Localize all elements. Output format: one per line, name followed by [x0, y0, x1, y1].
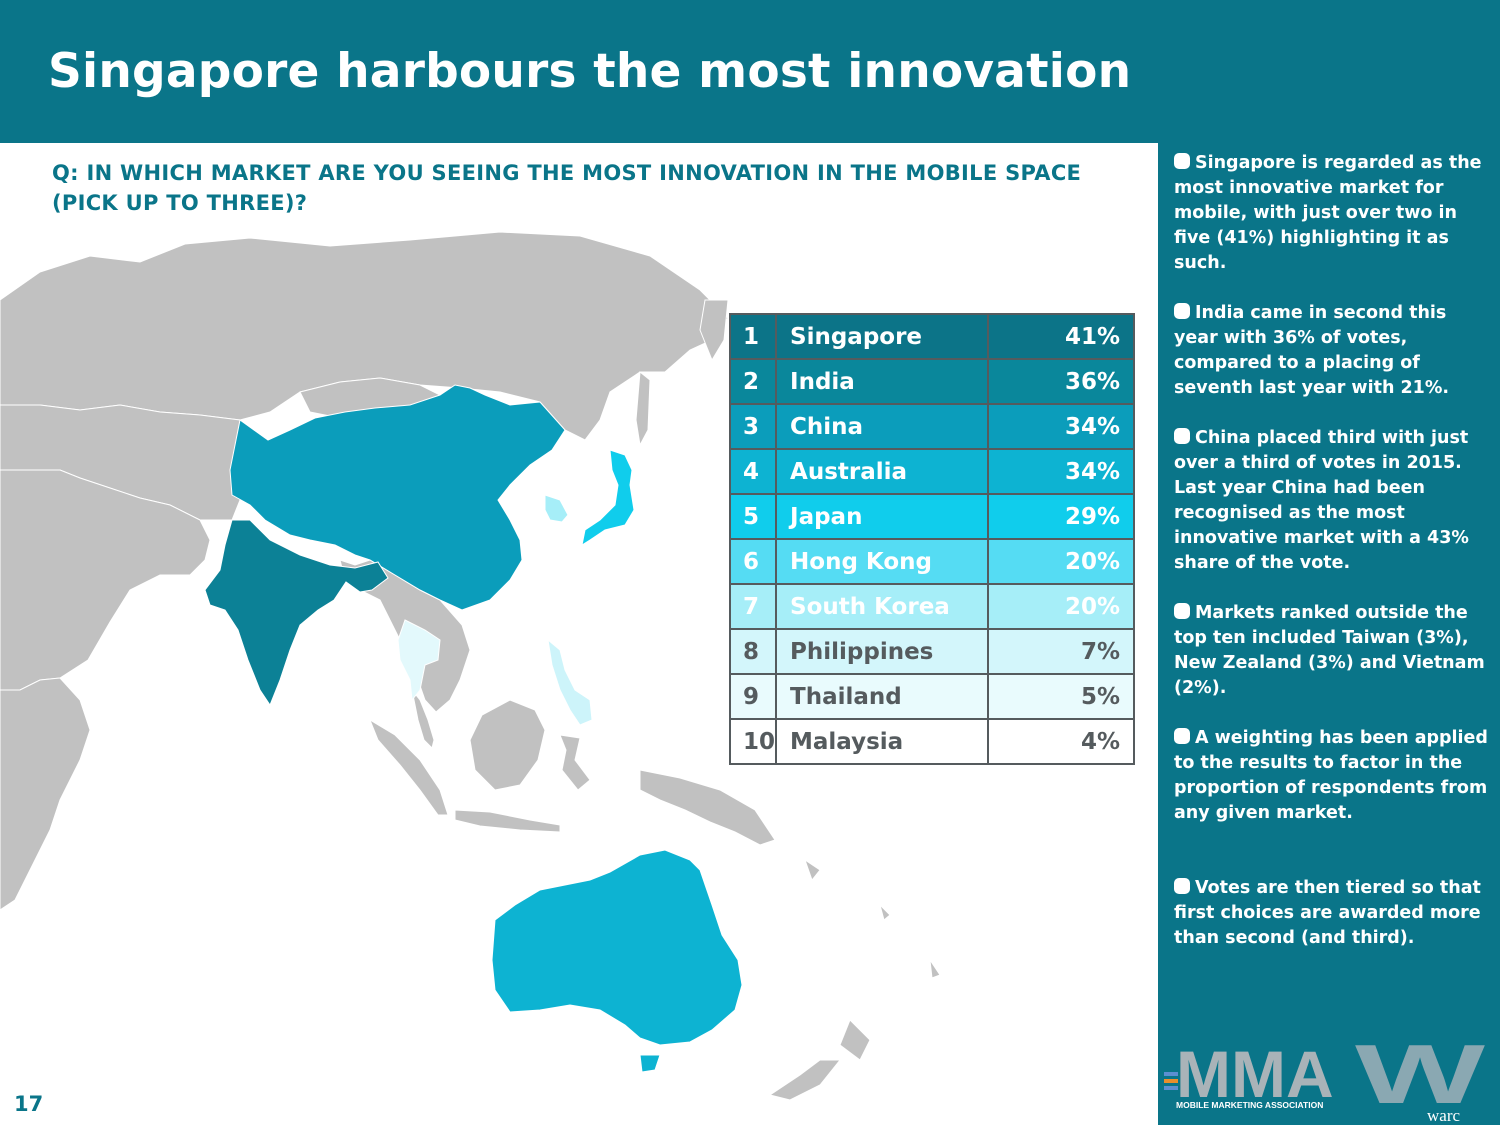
new-guinea-landmass: [639, 769, 776, 846]
india-landmass: [204, 519, 389, 707]
mma-stripe: [1164, 1079, 1178, 1083]
philippines-landmass: [547, 638, 593, 726]
mma-tagline: MOBILE MARKETING ASSOCIATION: [1176, 1100, 1323, 1110]
rank-cell: 7: [728, 583, 778, 630]
mma-stripe: [1164, 1072, 1178, 1076]
share-cell: 4%: [987, 718, 1135, 765]
share-cell: 29%: [987, 493, 1135, 540]
java-landmass: [454, 809, 561, 833]
share-cell: 41%: [987, 313, 1135, 360]
survey-question: Q: IN WHICH MARKET ARE YOU SEEING THE MO…: [52, 161, 1082, 215]
borneo-landmass: [469, 699, 546, 791]
commentary-panel: Singapore is regarded as the most innova…: [1158, 143, 1500, 1125]
share-cell: 5%: [987, 673, 1135, 720]
japan-landmass: [581, 449, 635, 547]
bullet-6: Votes are then tiered so that first choi…: [1174, 876, 1492, 951]
market-cell: Malaysia: [775, 718, 990, 765]
share-cell: 36%: [987, 358, 1135, 405]
share-cell: 20%: [987, 583, 1135, 630]
warc-logo: W warc: [1355, 1045, 1486, 1125]
rank-cell: 10: [728, 718, 778, 765]
title-banner: Singapore harbours the most innovation: [0, 0, 1500, 143]
share-cell: 20%: [987, 538, 1135, 585]
rank-cell: 6: [728, 538, 778, 585]
market-cell: Singapore: [775, 313, 990, 360]
ranking-row: 10 Malaysia 4%: [728, 718, 1135, 765]
ranking-row: 7 South Korea 20%: [728, 583, 1135, 630]
bullet-dot-icon: [1174, 878, 1190, 894]
page-title: Singapore harbours the most innovation: [48, 44, 1132, 99]
ranking-row: 3 China 34%: [728, 403, 1135, 450]
rank-cell: 2: [728, 358, 778, 405]
kamchatka-landmass: [699, 299, 729, 362]
warc-wordmark: warc: [1427, 1106, 1460, 1125]
bullet-text: Singapore is regarded as the most innova…: [1174, 153, 1482, 273]
page-number: 17: [14, 1092, 44, 1116]
rank-cell: 1: [728, 313, 778, 360]
rank-cell: 4: [728, 448, 778, 495]
mma-wordmark: MMA: [1176, 1042, 1334, 1111]
share-cell: 34%: [987, 403, 1135, 450]
sulawesi-landmass: [559, 734, 591, 791]
ranking-row: 9 Thailand 5%: [728, 673, 1135, 720]
bullet-text: China placed third with just over a thir…: [1174, 428, 1469, 573]
south-korea-landmass: [544, 494, 569, 523]
asia-pacific-map: [0, 231, 941, 1101]
bullet-2: India came in second this year with 36% …: [1174, 301, 1492, 401]
market-cell: India: [775, 358, 990, 405]
bullet-dot-icon: [1174, 428, 1190, 444]
bullet-dot-icon: [1174, 153, 1190, 169]
rank-cell: 8: [728, 628, 778, 675]
bullet-dot-icon: [1174, 303, 1190, 319]
australia-landmass: [491, 849, 743, 1046]
share-cell: 7%: [987, 628, 1135, 675]
pacific-islands-landmass: [804, 858, 941, 979]
ranking-row: 5 Japan 29%: [728, 493, 1135, 540]
bullet-4: Markets ranked outside the top ten inclu…: [1174, 601, 1492, 701]
malay-peninsula-landmass: [411, 689, 435, 749]
new-zealand-landmass: [768, 1019, 871, 1101]
share-cell: 34%: [987, 448, 1135, 495]
ranking-body: 1 Singapore 41% 2 India 36% 3 China 34% 4 Australi…: [728, 313, 1135, 765]
thailand-landmass: [397, 619, 441, 702]
bullet-text: India came in second this year with 36% …: [1174, 303, 1450, 398]
rank-cell: 5: [728, 493, 778, 540]
rank-cell: 3: [728, 403, 778, 450]
bullet-5: A weighting has been applied to the resu…: [1174, 726, 1492, 826]
bullet-dot-icon: [1174, 728, 1190, 744]
bullet-text: Markets ranked outside the top ten inclu…: [1174, 603, 1485, 698]
bullet-text: Votes are then tiered so that first choi…: [1174, 878, 1481, 948]
ranking-row: 2 India 36%: [728, 358, 1135, 405]
tasmania-landmass: [639, 1054, 661, 1073]
market-cell: Philippines: [775, 628, 990, 675]
mma-stripe: [1164, 1086, 1178, 1090]
sakhalin-landmass: [635, 371, 651, 447]
warc-monogram: W: [1355, 1045, 1486, 1121]
ranking-row: 8 Philippines 7%: [728, 628, 1135, 675]
bullet-1: Singapore is regarded as the most innova…: [1174, 151, 1492, 276]
africa-horn-landmass: [0, 677, 91, 911]
mma-logo: MMA MOBILE MARKETING ASSOCIATION: [1164, 1042, 1334, 1111]
ranking-row: 1 Singapore 41%: [728, 313, 1135, 360]
market-cell: Thailand: [775, 673, 990, 720]
bullet-text: A weighting has been applied to the resu…: [1174, 728, 1488, 823]
rank-cell: 9: [728, 673, 778, 720]
innovation-ranking-table: 1 Singapore 41% 2 India 36% 3 China 34% 4 Australi…: [728, 313, 1135, 765]
market-cell: South Korea: [775, 583, 990, 630]
ranking-row: 6 Hong Kong 20%: [728, 538, 1135, 585]
market-cell: Australia: [775, 448, 990, 495]
market-cell: Hong Kong: [775, 538, 990, 585]
market-cell: Japan: [775, 493, 990, 540]
market-cell: China: [775, 403, 990, 450]
bullet-dot-icon: [1174, 603, 1190, 619]
sumatra-landmass: [368, 718, 449, 816]
ranking-row: 4 Australia 34%: [728, 448, 1135, 495]
china-landmass: [229, 384, 566, 611]
bullet-3: China placed third with just over a thir…: [1174, 426, 1492, 576]
